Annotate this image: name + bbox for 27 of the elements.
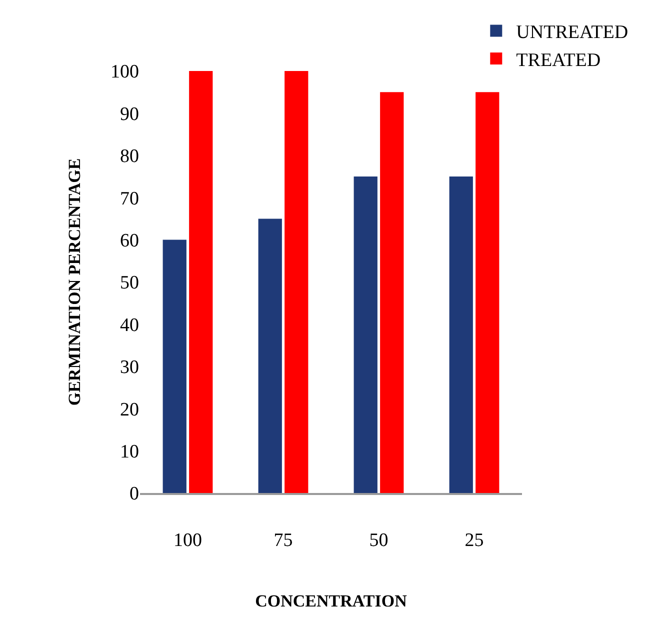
bar	[284, 71, 308, 493]
legend-label: UNTREATED	[516, 22, 628, 44]
y-tick-label: 70	[120, 188, 139, 210]
bar	[258, 218, 282, 493]
y-tick-label: 10	[120, 441, 139, 462]
y-tick-label: 100	[110, 62, 139, 83]
bar	[354, 176, 378, 493]
y-tick-label: 60	[120, 230, 139, 252]
bar	[449, 176, 473, 493]
y-tick-label: 30	[120, 357, 139, 378]
bar	[189, 71, 213, 493]
y-tick-label: 20	[120, 399, 139, 420]
x-tick-label: 25	[464, 530, 484, 551]
y-axis-title: GERMINATION PERCENTAGE	[65, 158, 84, 406]
y-tick-label: 80	[120, 146, 139, 168]
x-tick-label: 100	[174, 530, 202, 551]
x-tick-label: 75	[274, 530, 293, 551]
bar	[476, 92, 500, 493]
y-tick-label: 40	[120, 314, 139, 336]
x-tick-label: 50	[369, 530, 388, 551]
x-axis-title: CONCENTRATION	[255, 592, 408, 611]
y-tick-label: 0	[130, 484, 139, 505]
legend-label: TREATED	[516, 50, 601, 71]
y-tick-label: 90	[120, 104, 139, 125]
y-tick-label: 50	[120, 272, 139, 294]
bar	[162, 240, 186, 493]
bar	[380, 92, 404, 493]
